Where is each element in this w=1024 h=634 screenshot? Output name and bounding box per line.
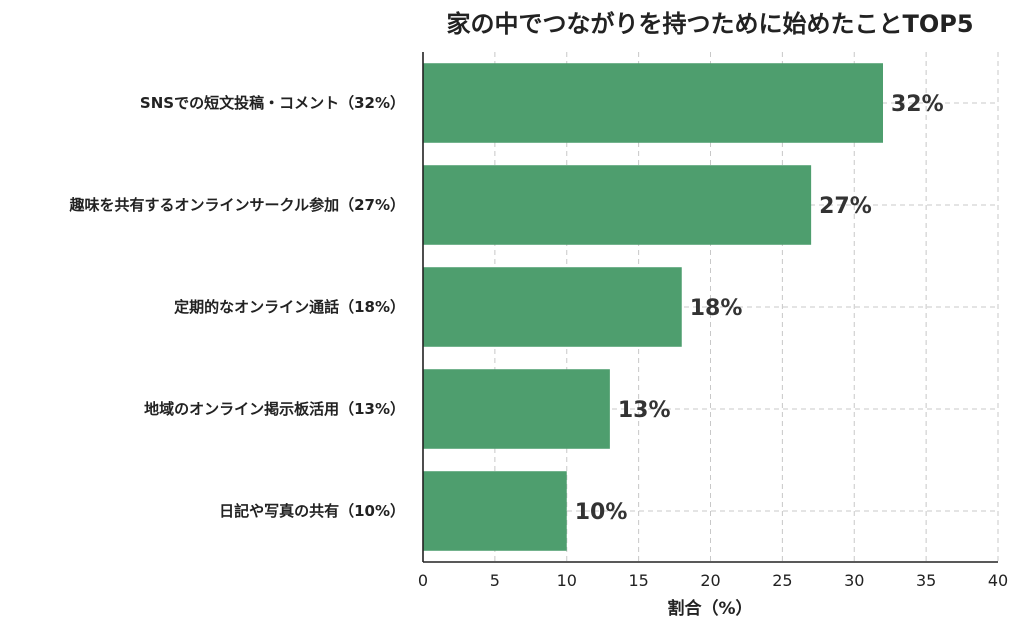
x-tick-label: 25 <box>772 571 792 590</box>
bar <box>423 165 812 245</box>
category-label: 趣味を共有するオンラインサークル参加（27%） <box>69 196 405 214</box>
labels: 0 5 10 15 20 25 30 35 40 SNSでの短文投稿・コメント（32%） 32% 趣味… <box>69 92 1009 590</box>
x-tick-label: 30 <box>844 571 864 590</box>
x-tick-label: 20 <box>700 571 720 590</box>
x-tick-label: 40 <box>988 571 1008 590</box>
category-label: 地域のオンライン掲示板活用（13%） <box>144 400 405 418</box>
data-label: 10% <box>575 500 628 525</box>
x-tick-label: 0 <box>418 571 428 590</box>
x-tick-label: 15 <box>628 571 648 590</box>
data-label: 32% <box>891 92 944 117</box>
x-tick-label: 35 <box>916 571 936 590</box>
bar <box>423 63 883 143</box>
category-label: 定期的なオンライン通話（18%） <box>174 298 405 316</box>
chart-title: 家の中でつながりを持つために始めたことTOP5 <box>446 10 973 38</box>
x-axis-label: 割合（%） <box>667 598 752 619</box>
x-tick-label: 5 <box>490 571 500 590</box>
bar <box>423 369 610 449</box>
data-label: 18% <box>690 296 743 321</box>
bars <box>423 63 883 551</box>
data-label: 13% <box>618 398 671 423</box>
bar <box>423 267 682 347</box>
category-label: 日記や写真の共有（10%） <box>219 502 405 520</box>
data-label: 27% <box>819 194 872 219</box>
category-label: SNSでの短文投稿・コメント（32%） <box>140 94 405 112</box>
x-tick-label: 10 <box>557 571 577 590</box>
bar <box>423 471 567 551</box>
